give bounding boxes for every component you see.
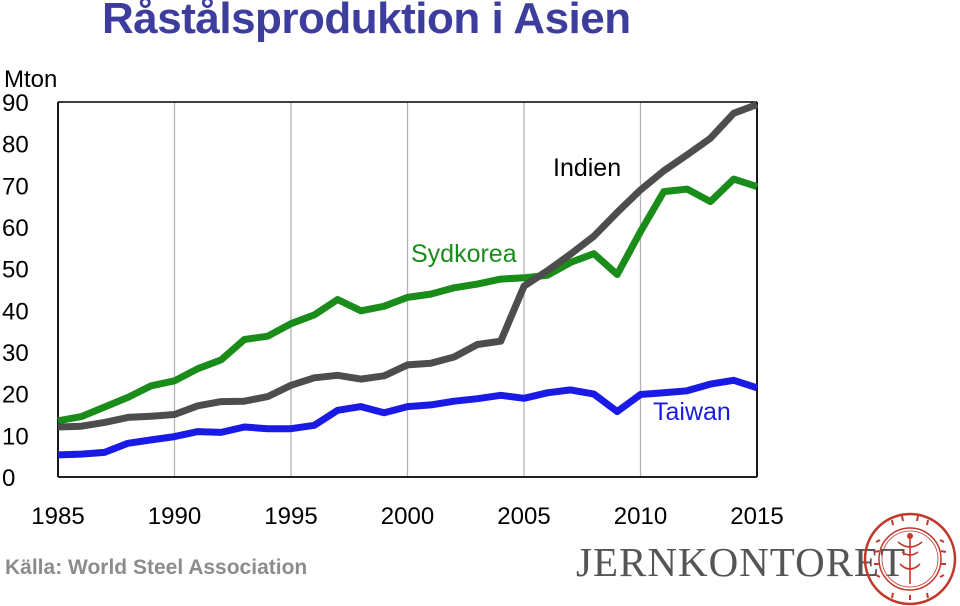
axes — [57, 101, 758, 478]
y-tick-label: 50 — [2, 257, 29, 284]
series-line-sydkorea — [57, 175, 759, 425]
x-tick-label: 1985 — [31, 503, 84, 530]
jernkontoret-logo: JERNKONTORET — [576, 539, 907, 585]
y-tick-label: 70 — [2, 173, 29, 200]
y-tick-label: 30 — [2, 340, 29, 367]
series-label-sydkorea: Sydkorea — [411, 240, 517, 268]
series-label-taiwan: Taiwan — [653, 398, 731, 426]
tick-labels: 0 10 20 30 40 50 60 70 80 90 1985 1990 1995 2000 2005 2… — [2, 90, 784, 530]
series-line-taiwan — [57, 376, 759, 459]
y-tick-label: 90 — [2, 90, 29, 117]
x-tick-label: 2000 — [381, 503, 434, 530]
y-tick-label: 80 — [2, 132, 29, 159]
y-axis-label: Mton — [4, 66, 57, 93]
series-labels: Sydkorea Indien Taiwan — [411, 154, 731, 426]
seal-icon — [863, 512, 957, 606]
y-tick-label: 20 — [2, 382, 29, 409]
series-lines — [57, 101, 759, 459]
chart-title: Råstålsproduktion i Asien — [102, 0, 631, 43]
x-tick-label: 1995 — [264, 503, 317, 530]
x-tick-label: 2015 — [730, 503, 783, 530]
x-tick-label: 1990 — [148, 503, 201, 530]
y-tick-label: 60 — [2, 215, 29, 242]
source-note: Källa: World Steel Association — [5, 556, 308, 579]
y-tick-label: 10 — [2, 423, 29, 450]
x-tick-label: 2010 — [614, 503, 667, 530]
series-line-indien — [57, 101, 759, 431]
series-label-indien: Indien — [553, 154, 621, 182]
y-tick-label: 0 — [2, 465, 15, 492]
x-tick-label: 2005 — [497, 503, 550, 530]
y-tick-label: 40 — [2, 298, 29, 325]
